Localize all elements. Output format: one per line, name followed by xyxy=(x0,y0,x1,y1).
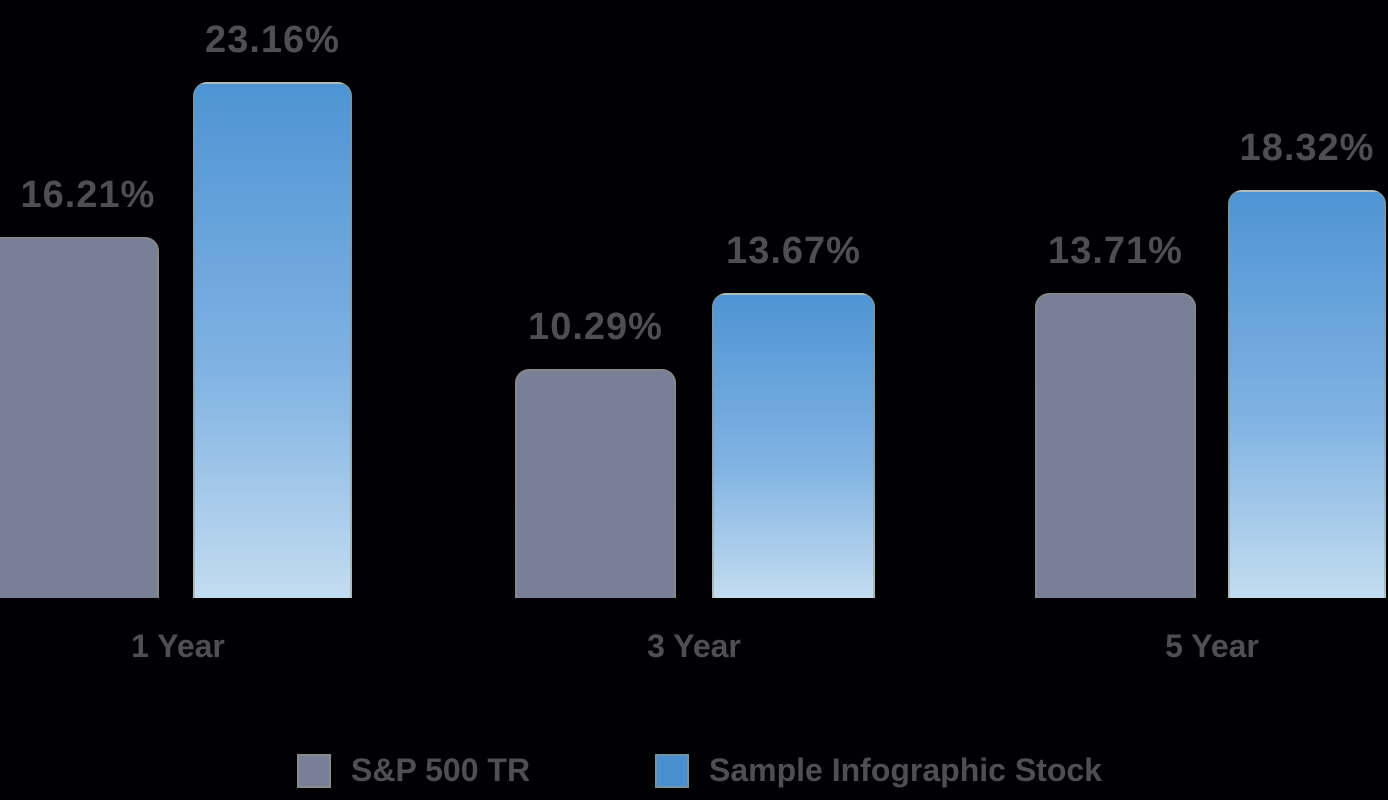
value-label-sp500-5year: 13.71% xyxy=(1048,230,1183,272)
legend-label-sample-stock: Sample Infographic Stock xyxy=(709,752,1102,788)
legend-swatch-gray xyxy=(297,753,331,788)
legend-label-sp500: S&P 500 TR xyxy=(351,752,531,788)
x-axis-label-5year: 5 Year xyxy=(1165,628,1259,664)
value-label-sp500-1year: 16.21% xyxy=(20,174,156,216)
value-label-sp500-3year: 10.29% xyxy=(528,306,663,348)
x-axis-label-3year: 3 Year xyxy=(647,628,741,664)
value-label-sample-stock-5year: 18.32% xyxy=(1239,127,1375,169)
bar-sample-stock-5year: 18.32% xyxy=(1228,127,1386,598)
bar-sp500-3year: 10.29% xyxy=(515,306,676,598)
legend-item-sample-stock: Sample Infographic Stock xyxy=(655,752,1102,789)
bar-sp500-5year: 13.71% xyxy=(1035,230,1196,598)
bar-sample-stock-3year: 13.67% xyxy=(712,230,875,598)
value-label-sample-stock-3year: 13.67% xyxy=(726,230,861,272)
legend-swatch-blue xyxy=(655,753,689,788)
x-axis-label-1year: 1 Year xyxy=(131,628,225,664)
value-label-sample-stock-1year: 23.16% xyxy=(205,19,340,61)
bar-sample-stock-1year: 23.16% xyxy=(193,19,352,598)
bar-sp500-1year: 16.21% xyxy=(0,174,159,598)
legend-item-sp500: S&P 500 TR xyxy=(297,752,530,789)
